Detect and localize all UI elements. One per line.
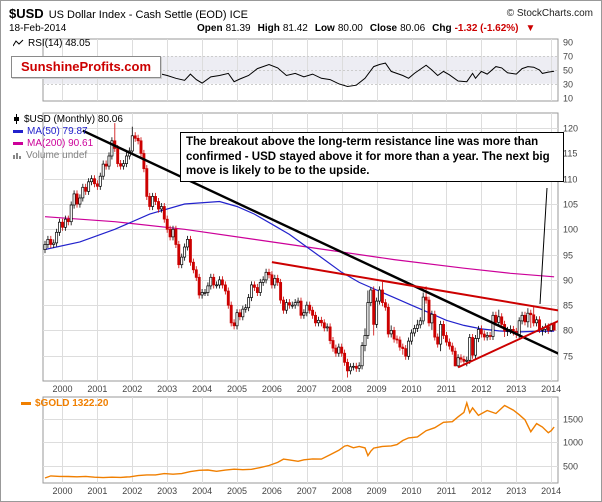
panel-box xyxy=(42,396,559,484)
gold-legend: $GOLD 1322.20 xyxy=(21,398,108,409)
volume-bars-icon xyxy=(13,153,21,160)
svg-text:2005: 2005 xyxy=(227,384,247,394)
candlestick-icon xyxy=(14,114,19,125)
axis-labels: 120 115 110 105 100 95 90 85 80 75 90 70 50 30 10 1500 1… xyxy=(43,38,583,496)
svg-text:2010: 2010 xyxy=(402,486,422,496)
svg-text:2011: 2011 xyxy=(437,486,456,496)
trendline-rising-support xyxy=(457,320,558,369)
rsi-legend-label: RSI(14) 48.05 xyxy=(28,38,91,49)
trendline-declining-resistance xyxy=(271,261,558,312)
symbol-legend-label: $USD (Monthly) 80.06 xyxy=(24,114,123,125)
svg-text:10: 10 xyxy=(563,94,573,104)
svg-text:2003: 2003 xyxy=(157,486,177,496)
svg-text:2004: 2004 xyxy=(192,384,212,394)
chart-title: US Dollar Index - Cash Settle (EOD) ICE xyxy=(48,9,248,21)
svg-text:2007: 2007 xyxy=(297,384,317,394)
chart-date: 18-Feb-2014 xyxy=(9,23,67,34)
volume-legend-label: Volume undef xyxy=(26,150,88,161)
main-chart-layer xyxy=(43,123,558,378)
svg-text:2012: 2012 xyxy=(471,486,491,496)
svg-text:70: 70 xyxy=(563,52,573,62)
rsi-legend: RSI(14) 48.05 xyxy=(12,38,91,49)
svg-text:85: 85 xyxy=(563,301,573,311)
gold-legend-label: $GOLD 1322.20 xyxy=(35,398,109,409)
high-value: 81.42 xyxy=(282,23,308,34)
ma50-legend-label: MA(50) 79.87 xyxy=(27,126,88,137)
svg-text:2000: 2000 xyxy=(52,486,72,496)
volume-legend-row: Volume undef xyxy=(13,150,123,162)
chg-value: -1.32 (-1.62%) xyxy=(454,23,519,34)
svg-text:2001: 2001 xyxy=(87,384,107,394)
chart-header: $USD US Dollar Index - Cash Settle (EOD) … xyxy=(9,6,248,21)
chg-down-arrow-icon: ▼ xyxy=(525,23,536,34)
svg-text:2012: 2012 xyxy=(471,384,491,394)
svg-text:50: 50 xyxy=(563,66,573,76)
svg-text:80: 80 xyxy=(563,326,573,336)
svg-text:2000: 2000 xyxy=(52,384,72,394)
trendline-long-term-resistance xyxy=(82,129,558,355)
copyright-label: © StockCharts.com xyxy=(506,8,593,19)
candlesticks xyxy=(43,123,556,378)
gold-line-swatch-icon xyxy=(21,401,31,405)
main-panel-legend: $USD (Monthly) 80.06 MA(50) 79.87 MA(200… xyxy=(13,114,123,162)
svg-text:2001: 2001 xyxy=(87,486,107,496)
svg-text:2013: 2013 xyxy=(506,486,526,496)
svg-text:2014: 2014 xyxy=(541,486,561,496)
open-label: Open xyxy=(197,23,223,34)
ma200-line-swatch-icon xyxy=(13,141,23,145)
svg-text:2009: 2009 xyxy=(367,486,387,496)
svg-text:120: 120 xyxy=(563,124,578,134)
svg-text:2007: 2007 xyxy=(297,486,317,496)
svg-text:30: 30 xyxy=(563,80,573,90)
ma200-line xyxy=(44,216,555,278)
svg-text:2008: 2008 xyxy=(332,486,352,496)
svg-text:2002: 2002 xyxy=(122,384,142,394)
svg-text:2014: 2014 xyxy=(541,384,561,394)
svg-text:1500: 1500 xyxy=(563,415,583,425)
svg-text:95: 95 xyxy=(563,251,573,261)
svg-text:90: 90 xyxy=(563,38,573,48)
ma200-legend-row: MA(200) 90.61 xyxy=(13,138,123,150)
svg-text:110: 110 xyxy=(563,175,577,185)
svg-text:1000: 1000 xyxy=(563,438,583,448)
svg-text:2006: 2006 xyxy=(262,384,282,394)
close-value: 80.06 xyxy=(400,23,426,34)
sunshineprofits-watermark: SunshineProfits.com xyxy=(11,56,162,78)
svg-text:2008: 2008 xyxy=(332,384,352,394)
year-gridlines xyxy=(62,39,552,483)
annotation-callout-line xyxy=(539,187,548,305)
ohlc-quote: Open 81.39 High 81.42 Low 80.00 Close 80.06 Chg -… xyxy=(197,23,535,34)
ma50-line-swatch-icon xyxy=(13,129,23,133)
symbol-label: $USD xyxy=(9,6,44,21)
low-value: 80.00 xyxy=(337,23,363,34)
svg-text:105: 105 xyxy=(563,200,578,210)
high-label: High xyxy=(257,23,280,34)
open-value: 81.39 xyxy=(225,23,251,34)
svg-text:2009: 2009 xyxy=(367,384,387,394)
svg-text:2004: 2004 xyxy=(192,486,212,496)
symbol-legend-row: $USD (Monthly) 80.06 xyxy=(13,114,123,126)
svg-text:2010: 2010 xyxy=(402,384,422,394)
ma50-legend-row: MA(50) 79.87 xyxy=(13,126,123,138)
chg-label: Chg xyxy=(432,23,452,34)
low-label: Low xyxy=(314,23,335,34)
svg-text:2003: 2003 xyxy=(157,384,177,394)
svg-text:90: 90 xyxy=(563,276,573,286)
svg-text:500: 500 xyxy=(563,462,578,472)
svg-text:2011: 2011 xyxy=(437,384,456,394)
close-label: Close xyxy=(369,23,398,34)
svg-text:115: 115 xyxy=(563,149,577,159)
svg-text:2013: 2013 xyxy=(506,384,526,394)
svg-text:2006: 2006 xyxy=(262,486,282,496)
svg-text:2002: 2002 xyxy=(122,486,142,496)
svg-text:2005: 2005 xyxy=(227,486,247,496)
ma200-legend-label: MA(200) 90.61 xyxy=(27,138,94,149)
annotation-note: The breakout above the long-term resista… xyxy=(180,132,564,183)
svg-text:75: 75 xyxy=(563,352,573,362)
svg-text:100: 100 xyxy=(563,225,578,235)
gold-line xyxy=(44,400,555,479)
line-chart-icon xyxy=(12,40,24,47)
